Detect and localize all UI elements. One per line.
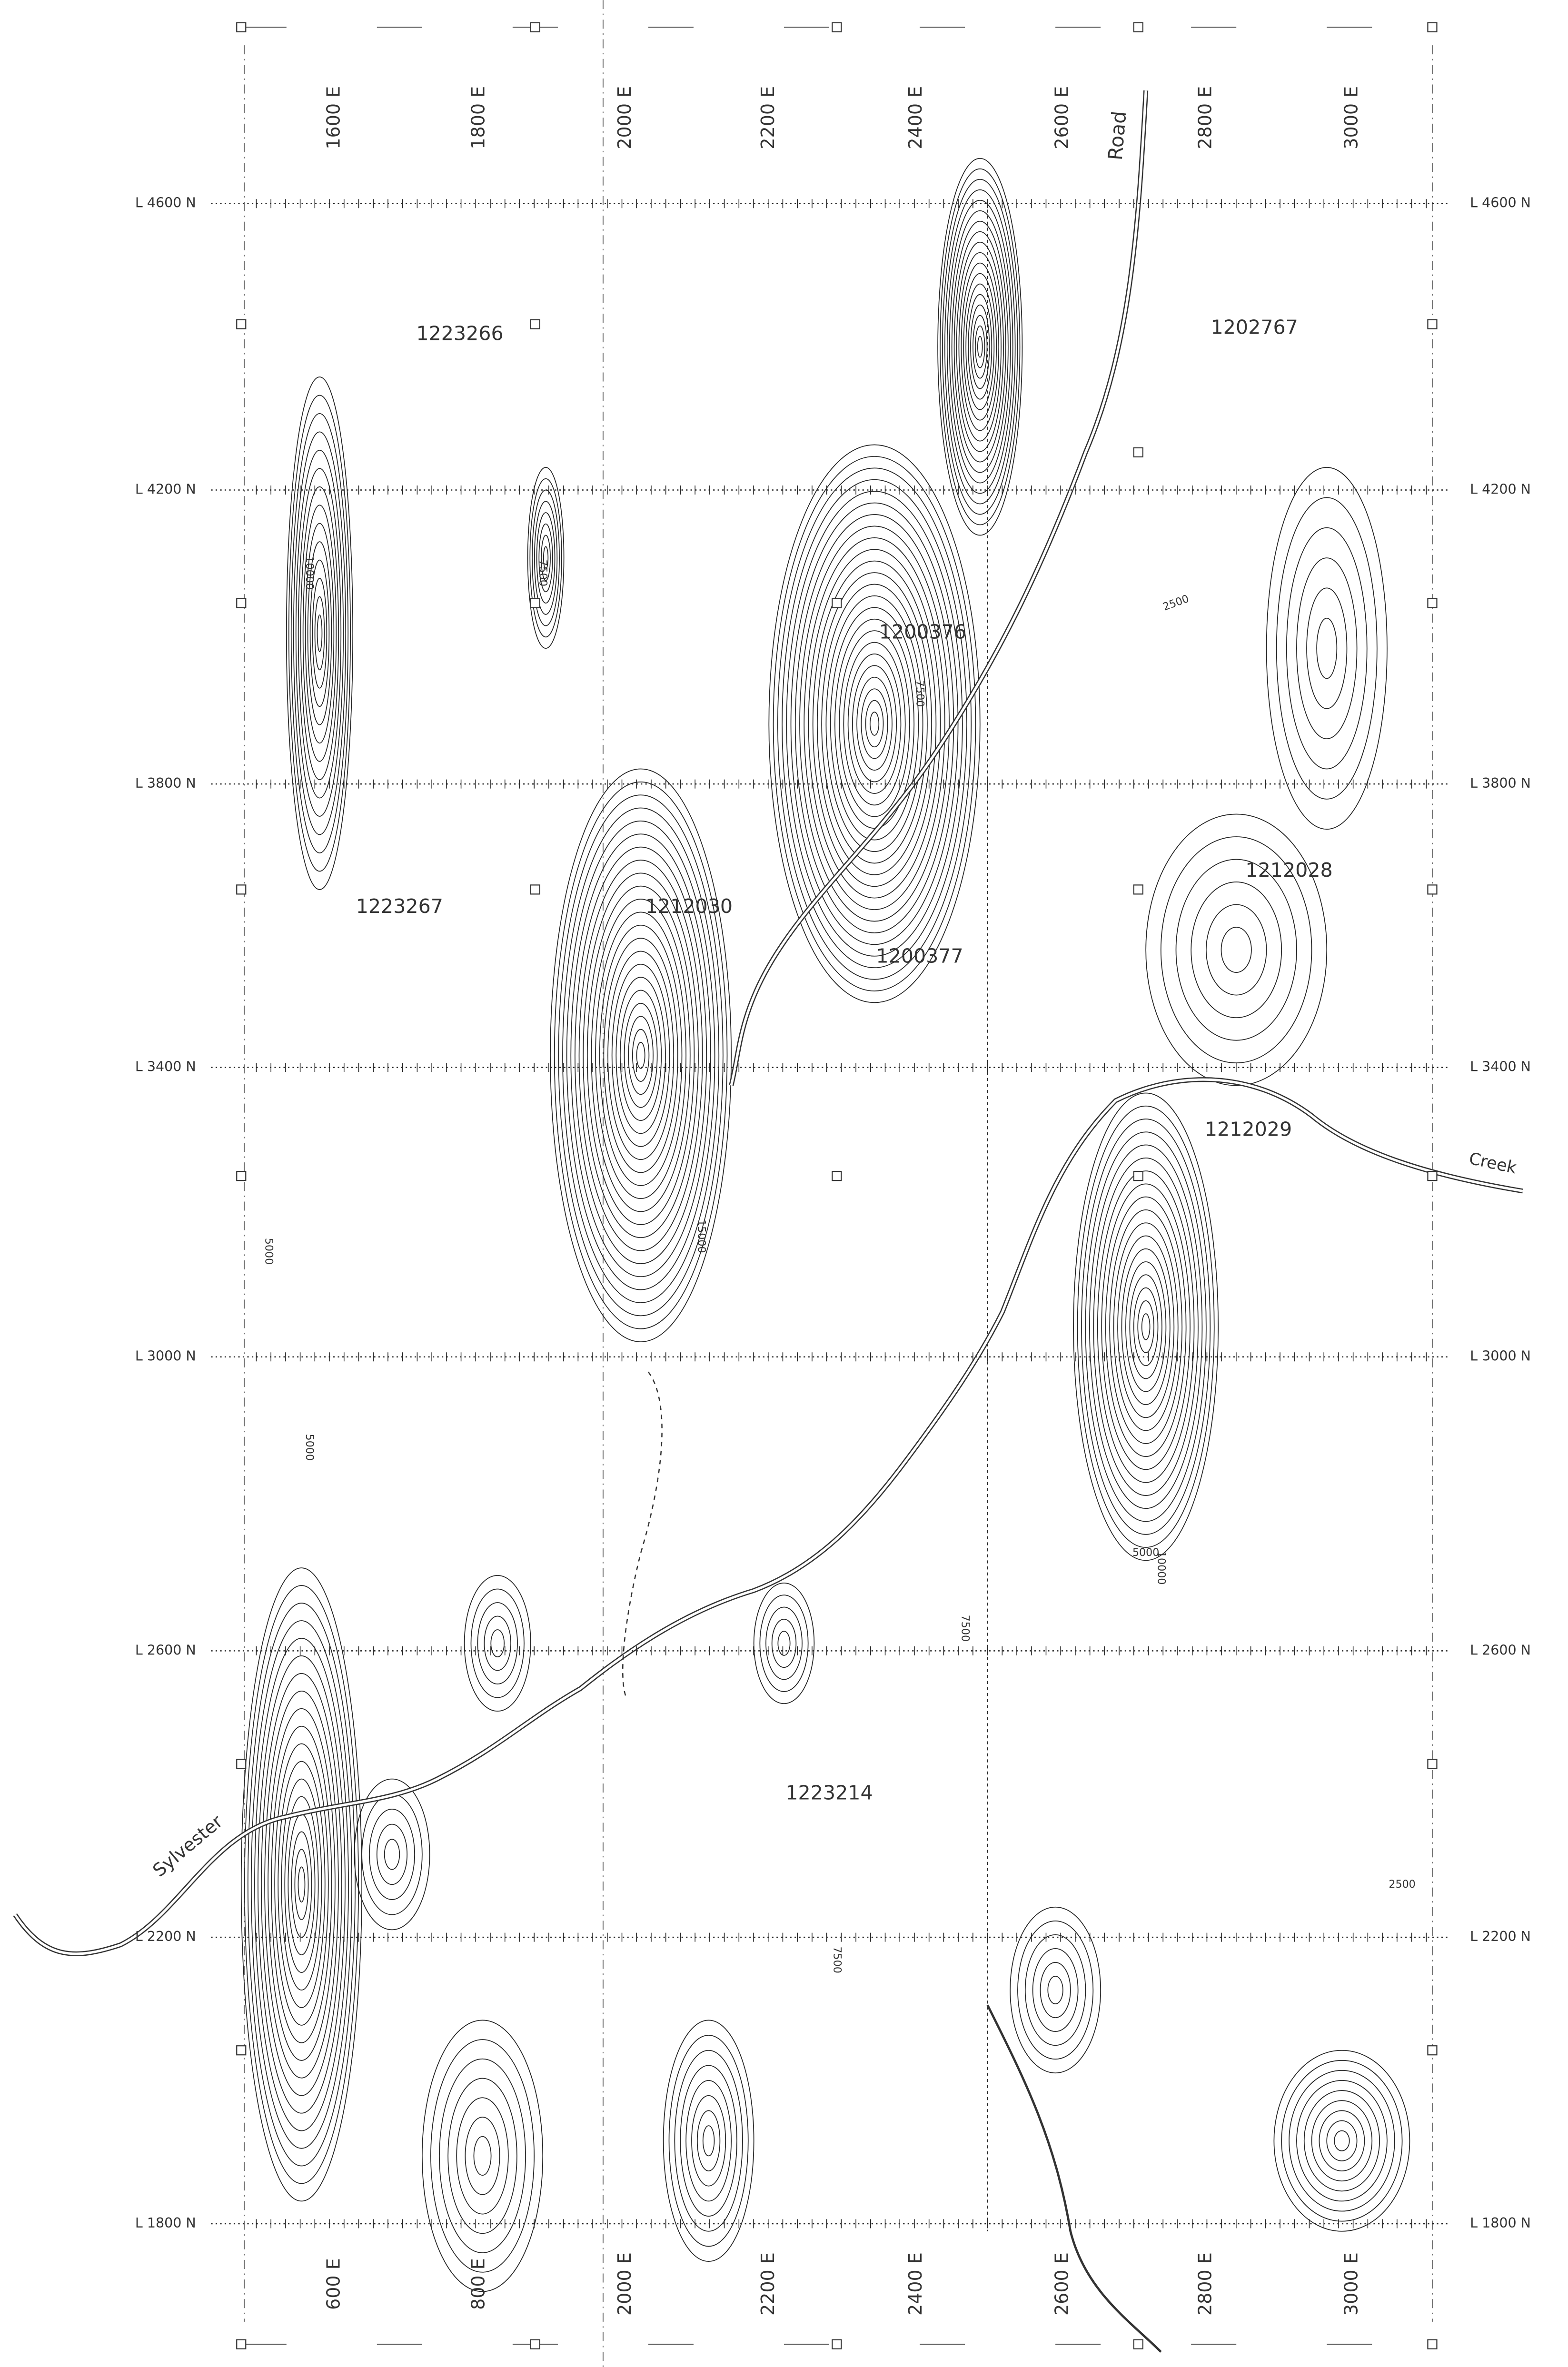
claim-post [1134, 885, 1143, 894]
claim-post [832, 2340, 841, 2349]
claim-number: 1212030 [645, 895, 733, 918]
claim-post [1428, 1759, 1437, 1768]
claim-post [237, 2340, 246, 2349]
claim-post [1428, 1171, 1437, 1180]
line-label: L 3800 N [1470, 775, 1531, 791]
line-label: L 4200 N [135, 482, 196, 497]
claim-post [237, 1171, 246, 1180]
claim-number: 1223214 [785, 1781, 873, 1804]
claim-post [531, 885, 540, 894]
claim-post [237, 885, 246, 894]
line-label: L 2600 N [135, 1642, 196, 1658]
claim-post [1134, 448, 1143, 457]
contour-label: 10000 [303, 556, 316, 589]
easting-label: 2800 E [1194, 2252, 1215, 2316]
claim-post [1428, 599, 1437, 608]
contour-label: 7500 [959, 1615, 972, 1642]
contour-label: 7500 [831, 1946, 843, 1973]
easting-label: 2400 E [905, 2252, 926, 2316]
line-label: L 2600 N [1470, 1642, 1531, 1658]
line-label: L 2200 N [1470, 1929, 1531, 1944]
easting-label: 3000 E [1341, 2252, 1362, 2316]
claim-post [1428, 885, 1437, 894]
claim-post [531, 23, 540, 32]
claim-post [1134, 23, 1143, 32]
line-label: L 1800 N [135, 2215, 196, 2231]
contour-label: 15000 [695, 1219, 707, 1253]
claim-number: 1200377 [876, 944, 963, 967]
claim-post [1428, 23, 1437, 32]
contour-label: 7500 [537, 560, 549, 586]
easting-label: 1800 E [468, 86, 489, 149]
claim-post [237, 2046, 246, 2055]
claim-post [531, 320, 540, 329]
easting-label: 2000 E [614, 2252, 635, 2316]
easting-label: 2400 E [905, 86, 926, 149]
easting-label: 1600 E [323, 86, 344, 149]
easting-label: 2200 E [757, 86, 778, 149]
claim-number: 1212028 [1245, 859, 1332, 881]
easting-label: 2000 E [614, 86, 635, 149]
claim-number: 1223266 [416, 322, 503, 345]
claim-post [531, 2340, 540, 2349]
line-label: L 3000 N [135, 1348, 196, 1364]
claim-post [1134, 2340, 1143, 2349]
claim-post [832, 599, 841, 608]
line-label: L 4600 N [1470, 195, 1531, 211]
line-label: L 3800 N [135, 775, 196, 791]
easting-label: 600 E [323, 2258, 344, 2310]
claim-post [1428, 320, 1437, 329]
line-label: L 4600 N [135, 195, 196, 211]
background [0, 0, 1568, 2367]
easting-label: 2600 E [1051, 86, 1072, 149]
easting-label: 2200 E [757, 2252, 778, 2316]
line-label: L 1800 N [1470, 2215, 1531, 2231]
road-label: Road [1104, 110, 1131, 161]
line-label: L 3400 N [135, 1059, 196, 1075]
claim-number: 1223267 [356, 895, 443, 918]
claim-post [237, 599, 246, 608]
claim-post [1134, 1171, 1143, 1180]
line-label: L 4200 N [1470, 482, 1531, 497]
easting-label: 2600 E [1051, 2252, 1072, 2316]
line-label: L 3400 N [1470, 1059, 1531, 1075]
contour-label: 5000 [303, 1434, 316, 1461]
survey-map: Road Creek Sylvester L 4600 NL 4600 NL 4… [0, 0, 1568, 2367]
easting-label: 800 E [468, 2258, 489, 2310]
contour-label: 5000 [262, 1238, 275, 1265]
claim-post [832, 23, 841, 32]
easting-label: 3000 E [1341, 86, 1362, 149]
line-label: L 2200 N [135, 1929, 196, 1944]
claim-post [237, 23, 246, 32]
contour-label: 5000 [1132, 1546, 1159, 1559]
easting-label: 2800 E [1194, 86, 1215, 149]
claim-post [1428, 2340, 1437, 2349]
claim-post [237, 1759, 246, 1768]
contour-label: 2500 [1389, 1878, 1415, 1891]
claim-number: 1202767 [1211, 316, 1298, 339]
claim-post [1428, 2046, 1437, 2055]
claim-post [832, 1171, 841, 1180]
line-label: L 3000 N [1470, 1348, 1531, 1364]
contour-label: 7500 [914, 680, 926, 707]
claim-post [531, 599, 540, 608]
page: {"map": { "eastings_top": ["1600 E", "18… [0, 0, 1568, 2367]
claim-number: 1200376 [879, 620, 966, 643]
claim-post [237, 320, 246, 329]
claim-number: 1212029 [1205, 1118, 1292, 1141]
